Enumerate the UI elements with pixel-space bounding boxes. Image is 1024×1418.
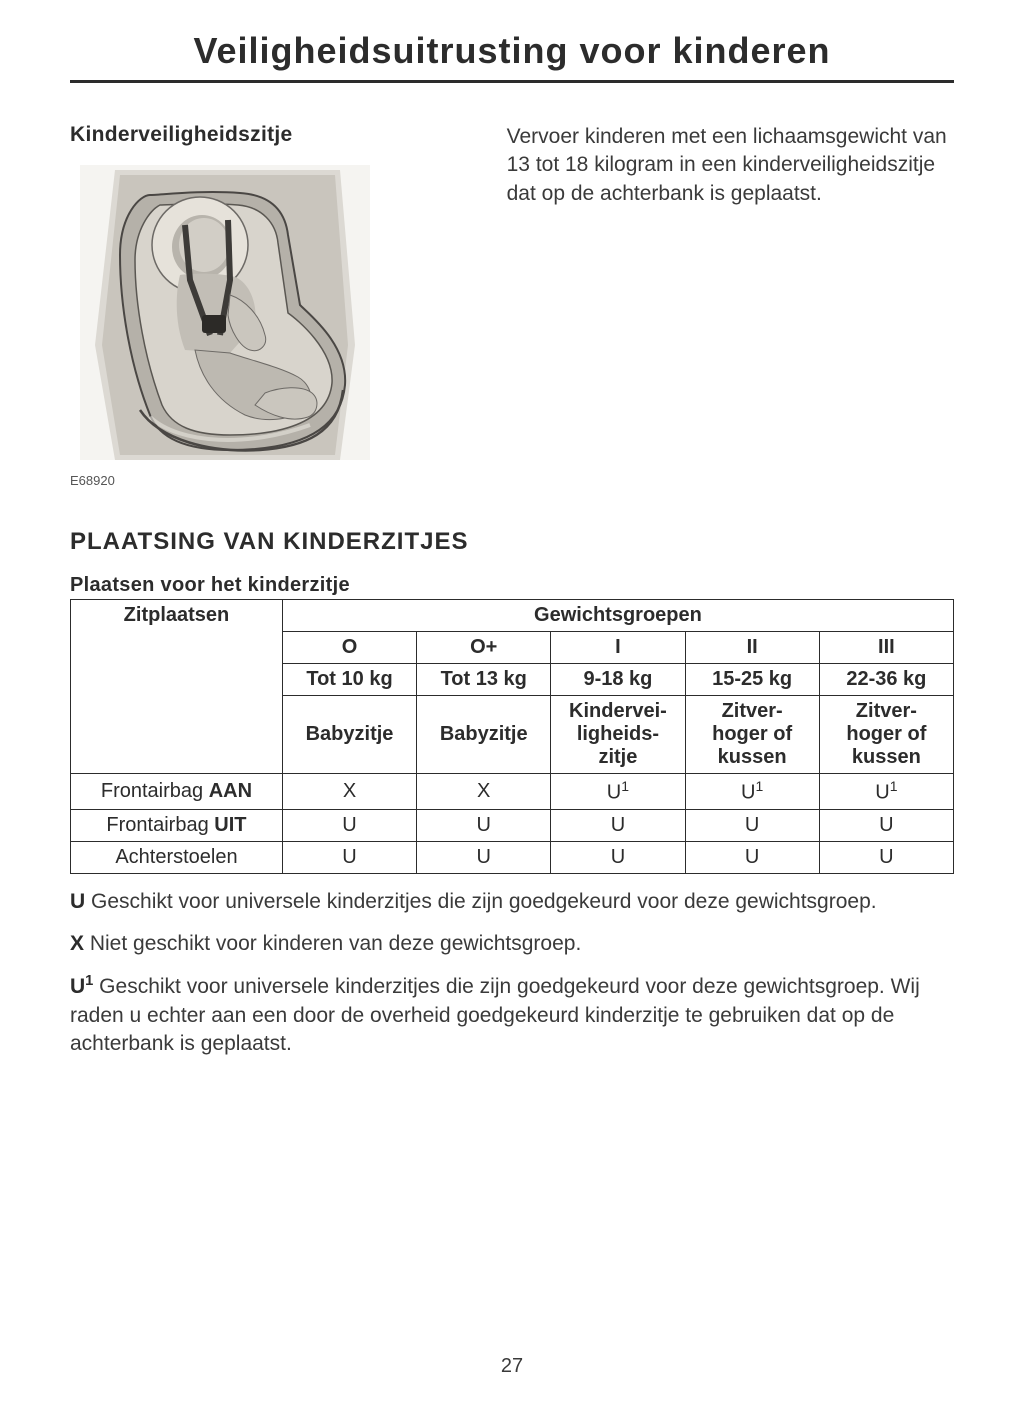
subsection-heading: Kinderveiligheidszitje xyxy=(70,123,477,147)
group-cell: O xyxy=(282,632,416,664)
data-cell: U xyxy=(551,841,685,873)
table-heading: Plaatsen voor het kinderzitje xyxy=(70,574,954,597)
group-cell: II xyxy=(685,632,819,664)
data-cell: U1 xyxy=(685,774,819,810)
table-row: Frontairbag UIT U U U U U xyxy=(71,809,954,841)
row-label: Frontairbag AAN xyxy=(71,774,283,810)
table-group-header: Gewichtsgroepen xyxy=(282,600,953,632)
table-row: Achterstoelen U U U U U xyxy=(71,841,954,873)
data-cell: U1 xyxy=(551,774,685,810)
legend-x: X Niet geschikt voor kinderen van deze g… xyxy=(70,930,954,958)
section-heading: PLAATSING VAN KINDERZITJES xyxy=(70,528,954,556)
row-label: Achterstoelen xyxy=(71,841,283,873)
data-cell: U xyxy=(417,841,551,873)
weight-cell: 9-18 kg xyxy=(551,664,685,696)
intro-two-column: Kinderveiligheidszitje xyxy=(70,123,954,488)
weight-cell: Tot 13 kg xyxy=(417,664,551,696)
type-cell: Kindervei-ligheids-zitje xyxy=(551,696,685,774)
table-col1-header: Zitplaatsen xyxy=(71,600,283,774)
data-cell: U xyxy=(819,841,953,873)
legend-u: U Geschikt voor universele kinderzitjes … xyxy=(70,888,954,916)
type-cell: Zitver-hoger of kussen xyxy=(685,696,819,774)
page-title: Veiligheidsuitrusting voor kinderen xyxy=(70,30,954,83)
legend-u1: U1 Geschikt voor universele kinderzitjes… xyxy=(70,972,954,1058)
type-cell: Babyzitje xyxy=(282,696,416,774)
column-right: Vervoer kinderen met een lichaamsgewicht… xyxy=(507,123,954,488)
seat-placement-table: Zitplaatsen Gewichtsgroepen O O+ I II II… xyxy=(70,599,954,874)
data-cell: U xyxy=(685,809,819,841)
weight-cell: 15-25 kg xyxy=(685,664,819,696)
data-cell: U xyxy=(551,809,685,841)
column-left: Kinderveiligheidszitje xyxy=(70,123,477,488)
table-row: Frontairbag AAN X X U1 U1 U1 xyxy=(71,774,954,810)
row-label: Frontairbag UIT xyxy=(71,809,283,841)
legend-block: U Geschikt voor universele kinderzitjes … xyxy=(70,888,954,1059)
data-cell: X xyxy=(282,774,416,810)
data-cell: U xyxy=(282,809,416,841)
group-cell: O+ xyxy=(417,632,551,664)
data-cell: U1 xyxy=(819,774,953,810)
data-cell: U xyxy=(417,809,551,841)
figure-reference: E68920 xyxy=(70,473,477,488)
data-cell: U xyxy=(819,809,953,841)
type-cell: Zitver-hoger of kussen xyxy=(819,696,953,774)
page-number: 27 xyxy=(0,1355,1024,1378)
group-cell: III xyxy=(819,632,953,664)
data-cell: X xyxy=(417,774,551,810)
group-cell: I xyxy=(551,632,685,664)
type-cell: Babyzitje xyxy=(417,696,551,774)
weight-cell: Tot 10 kg xyxy=(282,664,416,696)
weight-cell: 22-36 kg xyxy=(819,664,953,696)
intro-paragraph: Vervoer kinderen met een lichaamsgewicht… xyxy=(507,123,954,208)
data-cell: U xyxy=(282,841,416,873)
data-cell: U xyxy=(685,841,819,873)
child-seat-illustration xyxy=(80,165,370,460)
